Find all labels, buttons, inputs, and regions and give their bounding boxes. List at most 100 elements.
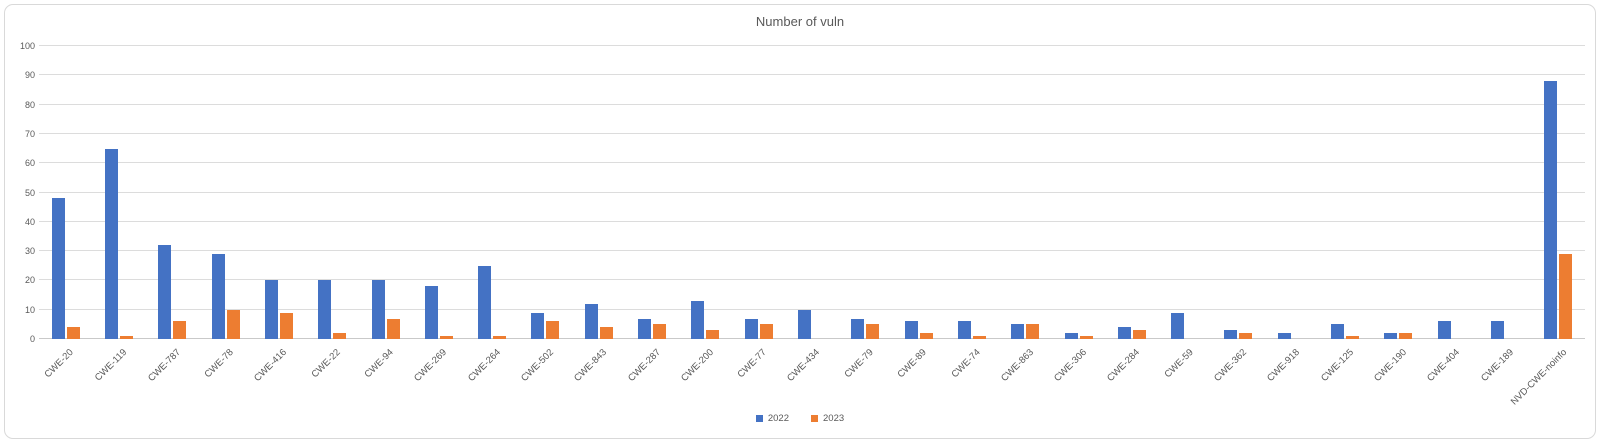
chart-title: Number of vuln [755, 14, 845, 29]
bar-group-CWE-200 [679, 46, 732, 339]
y-tick-label: 10 [24, 304, 35, 315]
bar-2022-CWE-787 [158, 245, 172, 339]
chart-canvas: Number of vuln 0 10 20 30 40 50 60 70 80 90 100 CW… [4, 4, 1596, 439]
bar-group-CWE-404 [1425, 46, 1478, 339]
bar-group-CWE-918 [1265, 46, 1318, 339]
bar-group-CWE-79 [839, 46, 892, 339]
x-tick-label-CWE-863: CWE-863 [998, 347, 1036, 384]
x-tick-label-CWE-287: CWE-287 [625, 347, 663, 384]
bar-group-CWE-125 [1318, 46, 1371, 339]
bar-2023-CWE-863 [1026, 324, 1040, 339]
x-tick-label-CWE-74: CWE-74 [949, 347, 983, 381]
bar-2023-CWE-362 [1239, 333, 1253, 339]
bar-2023-CWE-78 [226, 309, 240, 339]
bar-2022-CWE-434 [797, 309, 811, 339]
bar-2022-CWE-404 [1437, 321, 1451, 339]
bar-2023-CWE-94 [386, 318, 400, 339]
bar-2023-CWE-284 [1132, 330, 1146, 339]
bar-2022-CWE-287 [638, 318, 652, 339]
bar-group-CWE-78 [199, 46, 252, 339]
legend-swatch-2022 [755, 415, 763, 422]
bar-2022-CWE-502 [531, 312, 545, 339]
y-tick-label: 0 [29, 334, 35, 344]
bar-2023-CWE-306 [1079, 336, 1093, 339]
x-tick-label-CWE-89: CWE-89 [895, 347, 930, 381]
gridline [39, 279, 1585, 281]
bar-group-CWE-306 [1052, 46, 1105, 339]
bar-2022-CWE-20 [51, 198, 65, 339]
x-tick-label-CWE-502: CWE-502 [519, 347, 556, 384]
bar-group-CWE-264 [465, 46, 518, 339]
bar-2022-CWE-125 [1331, 324, 1345, 339]
bar-group-CWE-189 [1478, 46, 1531, 339]
bar-group-CWE-434 [785, 46, 838, 339]
y-tick-label: 20 [24, 275, 35, 286]
y-tick-label: 50 [24, 187, 35, 198]
bar-2022-CWE-306 [1064, 333, 1078, 339]
bar-2022-CWE-362 [1224, 330, 1238, 339]
bar-2023-CWE-79 [866, 324, 880, 339]
bar-2023-CWE-200 [706, 330, 720, 339]
gridline [39, 132, 1585, 134]
gridline [39, 45, 1585, 46]
bar-group-CWE-843 [572, 46, 625, 339]
bar-group-CWE-59 [1159, 46, 1212, 339]
x-tick-label-CWE-94: CWE-94 [362, 347, 396, 381]
x-tick-label-CWE-404: CWE-404 [1425, 347, 1463, 384]
gridline [39, 250, 1585, 252]
bar-2023-CWE-190 [1399, 333, 1413, 339]
bar-group-CWE-89 [892, 46, 945, 339]
x-tick-label-CWE-918: CWE-918 [1265, 347, 1303, 384]
legend-label-2023: 2023 [823, 413, 845, 424]
gridline [39, 103, 1585, 105]
y-tick-label: 90 [24, 70, 35, 81]
bar-group-CWE-190 [1372, 46, 1425, 339]
y-tick-label: 60 [24, 158, 35, 169]
x-tick-label-CWE-416: CWE-416 [252, 347, 290, 384]
bar-2022-CWE-190 [1384, 333, 1398, 339]
bar-2022-CWE-416 [264, 280, 278, 339]
bar-group-CWE-74 [945, 46, 998, 339]
bar-2023-NVD-CWE-noinfo [1559, 254, 1573, 339]
y-tick-label: 40 [24, 216, 35, 227]
bar-group-CWE-787 [146, 46, 199, 339]
legend-item-2023: 2023 [811, 413, 844, 424]
x-tick-label-CWE-189: CWE-189 [1478, 347, 1516, 384]
x-tick-label-CWE-190: CWE-190 [1371, 347, 1409, 384]
bar-group-CWE-284 [1105, 46, 1158, 339]
x-tick-label-CWE-119: CWE-119 [93, 347, 130, 384]
y-tick-label: 70 [24, 128, 35, 139]
bar-2023-CWE-502 [546, 321, 560, 339]
x-tick-label-CWE-78: CWE-78 [202, 347, 237, 381]
x-tick-label-CWE-22: CWE-22 [309, 347, 343, 381]
bar-group-NVD-CWE-noinfo [1532, 46, 1585, 339]
bar-2022-NVD-CWE-noinfo [1544, 81, 1558, 339]
x-tick-label-CWE-284: CWE-284 [1105, 347, 1143, 384]
legend-item-2022: 2022 [755, 413, 789, 424]
bar-2022-CWE-200 [691, 300, 705, 339]
bar-2022-CWE-843 [584, 303, 598, 339]
bar-group-CWE-20 [39, 46, 92, 339]
bar-group-CWE-77 [732, 46, 785, 339]
bar-2022-CWE-59 [1171, 312, 1185, 339]
gridline [39, 308, 1585, 310]
bar-2023-CWE-269 [439, 336, 453, 339]
x-tick-label-CWE-787: CWE-787 [145, 347, 183, 384]
bar-2022-CWE-119 [104, 148, 118, 339]
x-tick-label-CWE-59: CWE-59 [1162, 347, 1196, 381]
bar-2022-CWE-22 [318, 280, 332, 339]
bar-2023-CWE-22 [333, 333, 347, 339]
x-tick-label-CWE-264: CWE-264 [465, 347, 503, 384]
bar-group-CWE-502 [519, 46, 572, 339]
x-axis-line [39, 338, 1585, 339]
bar-2022-CWE-189 [1491, 321, 1505, 339]
legend-label-2022: 2022 [767, 413, 789, 424]
gridline [39, 74, 1585, 76]
bar-2022-CWE-269 [424, 286, 438, 339]
bar-2022-CWE-74 [957, 321, 971, 339]
bar-2022-CWE-284 [1117, 327, 1131, 339]
legend-swatch-2023 [811, 415, 818, 422]
x-tick-label-CWE-200: CWE-200 [678, 347, 716, 384]
x-tick-label-CWE-306: CWE-306 [1052, 347, 1089, 384]
bar-2022-CWE-89 [904, 321, 918, 339]
